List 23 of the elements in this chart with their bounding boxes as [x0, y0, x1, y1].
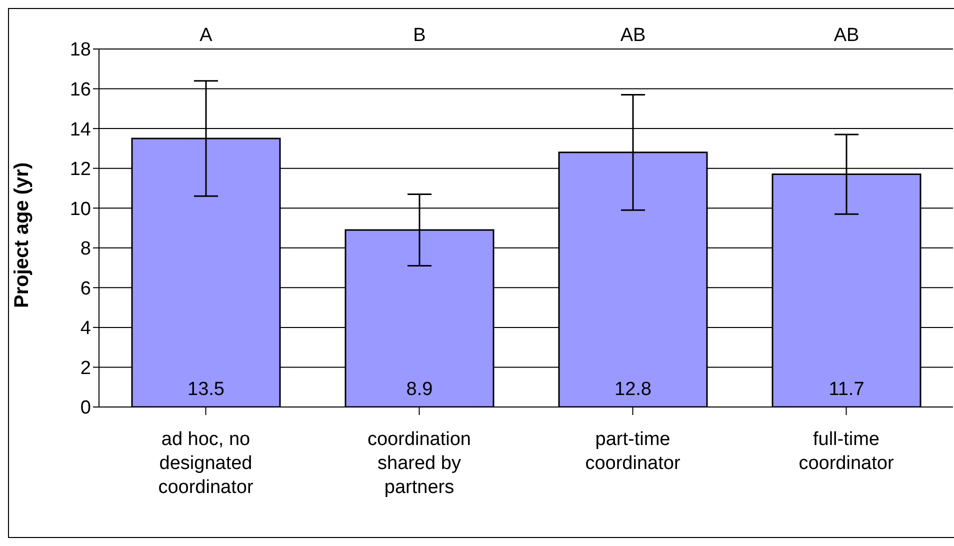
data-label: 8.9: [406, 379, 433, 400]
text: AB: [620, 25, 646, 46]
text: B: [413, 25, 426, 46]
y-axis-title: Project age (yr): [11, 162, 34, 308]
y-tick-label: 18: [70, 40, 91, 61]
y-tick-label: 10: [70, 198, 91, 220]
text: AB: [834, 25, 860, 46]
y-tick-label: 14: [70, 119, 92, 140]
y-tick-label: 0: [80, 398, 91, 419]
y-tick-label: 6: [80, 278, 91, 300]
data-label: 13.5: [188, 379, 224, 400]
data-label: 11.7: [828, 379, 864, 400]
y-tick-label: 12: [70, 159, 91, 180]
x-tick-label: coordination shared by partners: [367, 429, 472, 498]
y-tick-label: 16: [70, 80, 91, 101]
x-tick-label: part-time coordinator: [585, 429, 681, 474]
y-tick-label: 2: [80, 358, 91, 379]
text: A: [200, 25, 213, 46]
y-tick-label: 4: [80, 318, 92, 340]
x-tick-label: ad hoc, no designated coordinator: [158, 429, 254, 498]
y-tick-label: 8: [80, 238, 91, 260]
x-tick-label: full-time coordinator: [798, 429, 894, 474]
data-label: 12.8: [614, 379, 652, 400]
